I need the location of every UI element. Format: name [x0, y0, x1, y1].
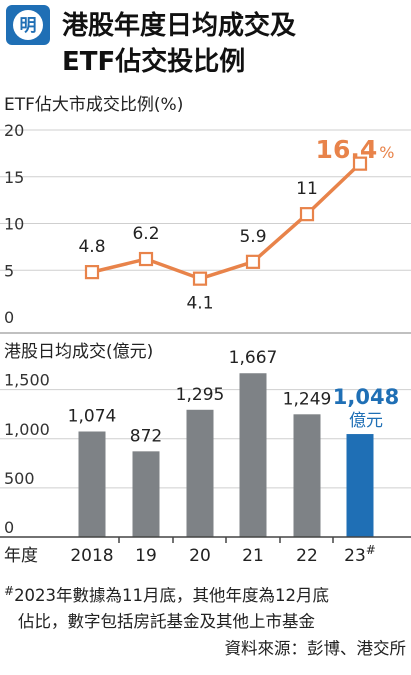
bar-highlight: [346, 434, 374, 537]
line-point-marker: [352, 156, 368, 171]
line-chart-title: ETF佔大市成交比例(%): [4, 95, 183, 115]
bar: [132, 451, 160, 537]
bar-chart-bars: [78, 373, 374, 537]
line-point-marker: [138, 251, 154, 267]
line-y-tick-label: 10: [4, 215, 24, 234]
title-line-1: 港股年度日均成交及: [62, 10, 296, 41]
line-chart-y-ticks: 0 5 10 15 20: [4, 121, 24, 327]
bar-y-tick-label: 1,000: [4, 420, 50, 439]
bar-data-label: 1,667: [229, 348, 278, 368]
bar-chart-y-ticks: 0 500 1,000 1,500: [4, 371, 50, 537]
line-y-tick-label: 20: [4, 121, 24, 140]
line-point-marker: [299, 207, 315, 222]
logo-text: 明: [20, 16, 37, 36]
line-y-tick-label: 15: [4, 168, 24, 187]
bar-highlight-unit: 億元: [349, 411, 383, 431]
line-highlight-value: 16.4: [316, 135, 378, 164]
line-data-label: 4.8: [78, 237, 105, 257]
line-chart-series: [84, 156, 368, 286]
etf-ratio-line: [91, 162, 362, 281]
x-tick-label: 20: [189, 546, 211, 566]
x-tick-text: 2018: [70, 546, 113, 566]
x-tick-label: 21: [242, 546, 264, 566]
bar-data-label: 872: [130, 426, 162, 446]
x-tick-label: 23#: [344, 543, 376, 566]
bar-y-tick-label: 0: [4, 518, 14, 537]
bar: [239, 373, 267, 537]
line-data-label: 5.9: [239, 227, 266, 247]
x-axis-ticks: 2018 19 20 21 22 23#: [70, 537, 376, 566]
line-y-tick-label: 0: [4, 308, 14, 327]
bar-highlight-value: 1,048: [333, 385, 399, 409]
footnote-line-2: 佔比，數字包括房託基金及其他上市基金: [18, 612, 316, 631]
line-highlight-label: 16.4%: [316, 135, 395, 164]
title-line-2: ETF佔交投比例: [62, 46, 245, 77]
x-tick-label: 2018: [70, 546, 113, 566]
x-tick-sup: #: [366, 543, 376, 557]
bar-data-label: 1,295: [176, 385, 225, 405]
line-data-label: 11: [296, 179, 318, 199]
x-tick-text: 20: [189, 546, 211, 566]
source-credit: 資料來源：彭博、港交所: [225, 639, 407, 658]
footnote-mark: #: [4, 584, 14, 598]
line-point-marker: [84, 265, 100, 280]
bar-y-tick-label: 1,500: [4, 371, 50, 390]
line-data-label: 6.2: [132, 224, 159, 244]
bar-data-label: 1,074: [68, 406, 117, 426]
line-y-tick-label: 5: [4, 261, 14, 280]
bar: [78, 431, 106, 537]
bar: [186, 409, 214, 537]
x-tick-text: 21: [242, 546, 264, 566]
bar-chart-title: 港股日均成交(億元): [4, 342, 153, 362]
logo-circle: [13, 10, 43, 40]
line-highlight-unit: %: [379, 143, 394, 162]
bar-y-tick-label: 500: [4, 469, 35, 488]
x-tick-label: 22: [296, 546, 318, 566]
x-tick-text: 19: [135, 546, 157, 566]
line-chart-data-labels: 4.8 6.2 4.1 5.9 11 16.4%: [78, 135, 394, 314]
footnote-line-1: #2023年數據為11月底，其他年度為12月底: [4, 584, 329, 605]
x-axis-year-label: 年度: [4, 546, 38, 566]
footnote-text-1: 2023年數據為11月底，其他年度為12月底: [14, 586, 329, 605]
x-tick-text: 23: [344, 546, 366, 566]
line-data-label: 4.1: [186, 294, 213, 314]
x-tick-text: 22: [296, 546, 318, 566]
line-point-marker: [245, 254, 261, 269]
x-tick-label: 19: [135, 546, 157, 566]
line-point-marker: [192, 271, 208, 286]
bar-data-label: 1,249: [283, 389, 332, 409]
bar: [293, 414, 321, 537]
line-chart-grid: [0, 129, 411, 271]
newspaper-logo: 明: [6, 5, 50, 45]
